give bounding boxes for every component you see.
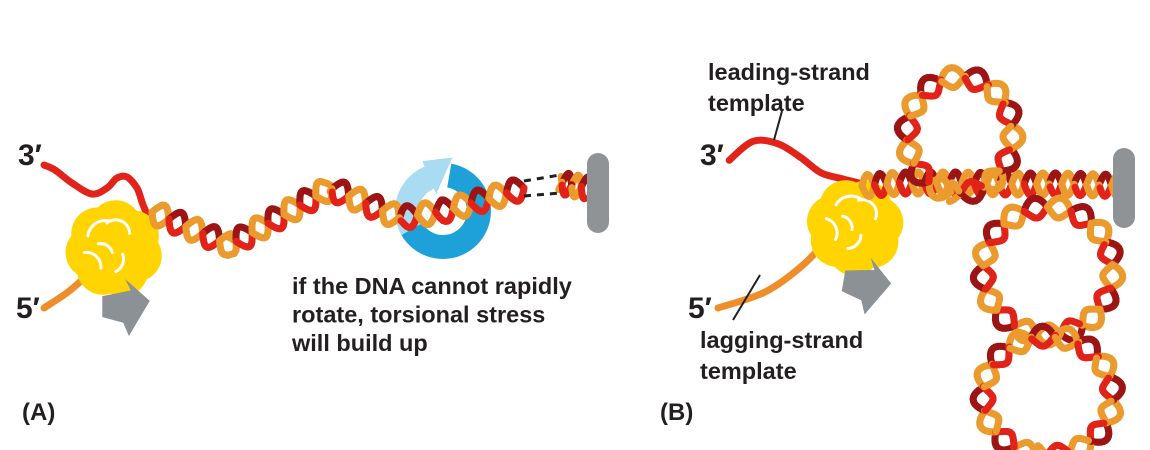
svg-text:(A): (A) (22, 399, 55, 426)
svg-text:leading-strand: leading-strand (708, 59, 870, 85)
svg-text:will build up: will build up (291, 330, 428, 356)
svg-text:3′: 3′ (18, 139, 42, 172)
svg-text:template: template (700, 358, 797, 384)
svg-text:rotate, torsional stress: rotate, torsional stress (292, 302, 545, 328)
svg-text:if the DNA cannot rapidly: if the DNA cannot rapidly (292, 273, 572, 299)
svg-text:5′: 5′ (688, 292, 712, 325)
svg-text:5′: 5′ (16, 292, 40, 325)
svg-text:lagging-strand: lagging-strand (700, 327, 863, 353)
svg-text:(B): (B) (660, 399, 693, 426)
svg-text:3′: 3′ (700, 139, 724, 172)
svg-text:template: template (708, 90, 805, 116)
